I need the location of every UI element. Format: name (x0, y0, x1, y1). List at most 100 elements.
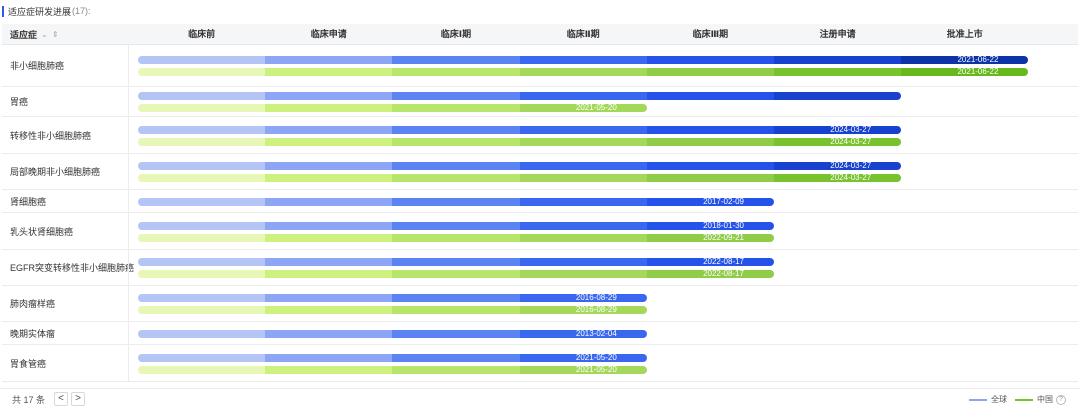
phase-header: 临床Ⅱ期 (566, 29, 600, 39)
global-phase-segment (392, 92, 520, 100)
china-progress-bar[interactable]: 2024-03-27 (138, 138, 902, 146)
china-date-label: 2024-03-27 (830, 174, 872, 182)
global-progress-bar[interactable]: 2021-06-22 (138, 56, 1029, 64)
china-phase-segment (519, 270, 647, 278)
table-row: 非小细胞肺癌 2021-06-22 2021-06-22 (2, 45, 1078, 87)
china-phase-segment (138, 104, 266, 112)
global-progress-bar[interactable]: 2013-02-04 (138, 330, 647, 338)
global-progress-bar[interactable]: 2022-08-17 (138, 258, 774, 266)
legend: 全球 中国 ? (961, 393, 1066, 407)
china-phase-segment (138, 366, 266, 374)
global-date-label: 2021-06-22 (957, 56, 999, 64)
global-phase-segment (265, 126, 393, 134)
china-progress-bar[interactable]: 2021-06-22 (138, 68, 1029, 76)
global-phase-segment (138, 198, 266, 206)
table-row: 转移性非小细胞肺癌 2024-03-27 2024-03-27 (2, 117, 1078, 154)
china-progress-bar[interactable]: 2024-03-27 (138, 174, 902, 182)
indication-name[interactable]: 晚期实体瘤 (10, 328, 56, 339)
column-divider (128, 45, 129, 86)
global-phase-segment (392, 222, 520, 230)
indication-column-header[interactable]: 适应症 ⌄ ⇕ (10, 24, 60, 45)
phase-header: 临床Ⅰ期 (440, 29, 472, 39)
column-divider (128, 345, 129, 381)
sort-icon[interactable]: ⌄ ⇕ (41, 30, 60, 39)
indication-name[interactable]: 胃食管癌 (10, 358, 47, 369)
global-progress-bar[interactable]: 2021-05-20 (138, 354, 647, 362)
indication-name[interactable]: 肺肉瘤样癌 (10, 299, 56, 309)
global-date-label: 2021-05-20 (575, 354, 617, 362)
china-phase-segment (646, 174, 774, 182)
china-progress-bar[interactable]: 2021-05-20 (138, 366, 647, 374)
progress-table: 适应症 ⌄ ⇕ 临床前 临床申请 临床Ⅰ期 临床Ⅱ期 临床Ⅲ期 注册申请 批准上市 非小细胞… (2, 24, 1078, 382)
global-phase-segment (646, 258, 774, 266)
global-phase-segment (138, 294, 266, 302)
table-row: 肺肉瘤样癌 2016-08-29 2016-08-29 (2, 286, 1078, 322)
china-progress-bar[interactable]: 2022-09-21 (138, 234, 774, 242)
column-divider (128, 322, 129, 344)
china-phase-segment (392, 234, 520, 242)
global-phase-segment (519, 56, 647, 64)
table-row: EGFR突变转移性非小细胞肺癌 2022-08-17 2022-08-17 (2, 250, 1078, 286)
china-phase-segment (392, 306, 520, 314)
indication-name[interactable]: 胃癌 (10, 97, 29, 107)
global-phase-segment (138, 354, 266, 362)
indication-name[interactable]: 非小细胞肺癌 (10, 61, 65, 71)
china-phase-segment (138, 68, 266, 76)
global-phase-segment (392, 294, 520, 302)
china-progress-bar[interactable]: 2022-08-17 (138, 270, 774, 278)
global-phase-segment (773, 162, 902, 170)
china-date-label: 2021-05-20 (575, 104, 617, 112)
global-date-label: 2018-01-30 (703, 222, 744, 230)
china-phase-segment (519, 306, 647, 314)
column-divider (128, 286, 129, 321)
global-progress-bar[interactable]: 2018-01-30 (138, 222, 774, 230)
global-date-label: 2017-02-09 (703, 198, 744, 206)
global-progress-bar[interactable] (138, 92, 902, 100)
global-progress-bar[interactable]: 2016-08-29 (138, 294, 647, 302)
help-icon[interactable]: ? (1056, 395, 1066, 405)
china-progress-bar[interactable]: 2021-05-20 (138, 104, 647, 112)
global-phase-segment (265, 92, 393, 100)
phase-header: 临床Ⅲ期 (692, 29, 729, 39)
china-phase-segment (138, 234, 266, 242)
indication-name[interactable]: EGFR突变转移性非小细胞肺癌 (10, 263, 135, 273)
global-phase-segment (392, 258, 520, 266)
china-progress-bar[interactable]: 2016-08-29 (138, 306, 647, 314)
china-phase-segment (773, 68, 902, 76)
global-phase-segment (646, 198, 774, 206)
indication-name[interactable]: 乳头状肾细胞癌 (10, 226, 74, 237)
china-phase-segment (519, 366, 647, 374)
column-divider (128, 87, 129, 116)
global-phase-segment (519, 294, 647, 302)
global-phase-segment (138, 56, 266, 64)
column-divider (128, 213, 129, 249)
global-phase-segment (519, 92, 647, 100)
column-divider (128, 250, 129, 285)
indication-name[interactable]: 转移性非小细胞肺癌 (10, 130, 92, 141)
next-page-button[interactable]: > (71, 392, 85, 406)
global-progress-bar[interactable]: 2024-03-27 (138, 126, 902, 134)
global-date-label: 2016-08-29 (575, 294, 617, 302)
global-progress-bar[interactable]: 2017-02-09 (138, 198, 774, 206)
china-phase-segment (392, 104, 520, 112)
china-phase-segment (138, 138, 266, 146)
global-phase-segment (646, 162, 774, 170)
prev-page-button[interactable]: < (54, 392, 68, 406)
indication-name[interactable]: 肾细胞癌 (10, 196, 47, 207)
china-phase-segment (138, 270, 266, 278)
global-date-label: 2024-03-27 (830, 162, 872, 170)
china-phase-segment (265, 366, 393, 374)
china-phase-segment (392, 270, 520, 278)
indication-name[interactable]: 局部晚期非小细胞肺癌 (10, 167, 101, 177)
phase-header: 临床前 (188, 29, 216, 39)
global-phase-segment (265, 354, 393, 362)
global-phase-segment (392, 330, 520, 338)
global-date-label: 2013-02-04 (575, 330, 617, 338)
global-phase-segment (392, 162, 520, 170)
china-phase-segment (265, 104, 393, 112)
china-date-label: 2016-08-29 (575, 306, 617, 314)
china-phase-segment (646, 138, 774, 146)
global-phase-segment (773, 126, 902, 134)
china-phase-segment (265, 270, 393, 278)
global-progress-bar[interactable]: 2024-03-27 (138, 162, 902, 170)
